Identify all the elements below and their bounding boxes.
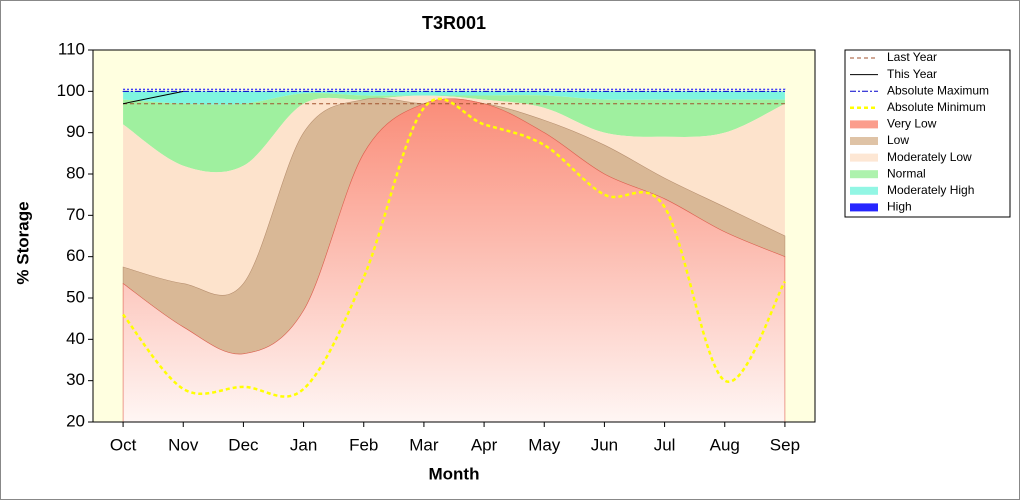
y-tick-label: 70: [66, 205, 85, 224]
legend-label: Very Low: [887, 117, 937, 131]
chart-title: T3R001: [422, 13, 486, 33]
plot-border: [92, 49, 816, 423]
y-axis-label: % Storage: [13, 201, 32, 284]
x-tick-label: Apr: [471, 435, 498, 454]
y-tick-label: 50: [66, 287, 85, 306]
x-tick-label: Jun: [591, 435, 618, 454]
legend-swatch: [850, 186, 878, 195]
x-tick-label: Sep: [770, 435, 800, 454]
x-tick-label: Oct: [110, 435, 137, 454]
series-line: [122, 97, 786, 398]
legend-label: High: [887, 200, 912, 214]
y-tick-label: 30: [66, 370, 85, 389]
legend-label: Normal: [887, 166, 926, 180]
legend-label: Last Year: [887, 50, 937, 64]
legend-swatch: [850, 203, 878, 212]
x-tick-label: Aug: [710, 435, 740, 454]
legend-swatch: [850, 120, 878, 129]
band-area: [123, 95, 785, 296]
series-line: [122, 90, 184, 105]
x-tick-label: Jan: [290, 435, 317, 454]
band-area: [122, 98, 786, 423]
x-tick-label: Mar: [409, 435, 439, 454]
y-tick-label: 60: [66, 246, 85, 265]
band-area: [123, 91, 785, 105]
x-tick-label: Nov: [168, 435, 199, 454]
y-tick-label: 80: [66, 163, 85, 182]
y-tick-label: 110: [58, 39, 85, 58]
legend-label: Moderately High: [887, 183, 974, 197]
legend-swatch: [850, 170, 878, 179]
x-tick-label: Dec: [228, 435, 259, 454]
legend-swatch: [850, 153, 878, 162]
legend-label: Low: [887, 133, 909, 147]
y-tick-label: 90: [66, 122, 85, 141]
x-tick-label: May: [528, 435, 561, 454]
band-area: [123, 93, 785, 173]
y-tick-label: 40: [66, 329, 85, 348]
y-tick-label: 20: [66, 411, 85, 430]
x-tick-label: Jul: [654, 435, 676, 454]
legend-label: Absolute Minimum: [887, 100, 986, 114]
y-tick-label: 100: [57, 81, 85, 100]
legend-label: Absolute Maximum: [887, 83, 989, 97]
band-area: [122, 88, 786, 92]
x-axis-label: Month: [429, 464, 480, 483]
legend-swatch: [850, 137, 878, 145]
legend-label: Moderately Low: [887, 150, 972, 164]
legend-label: This Year: [887, 67, 937, 81]
x-tick-label: Feb: [349, 435, 378, 454]
